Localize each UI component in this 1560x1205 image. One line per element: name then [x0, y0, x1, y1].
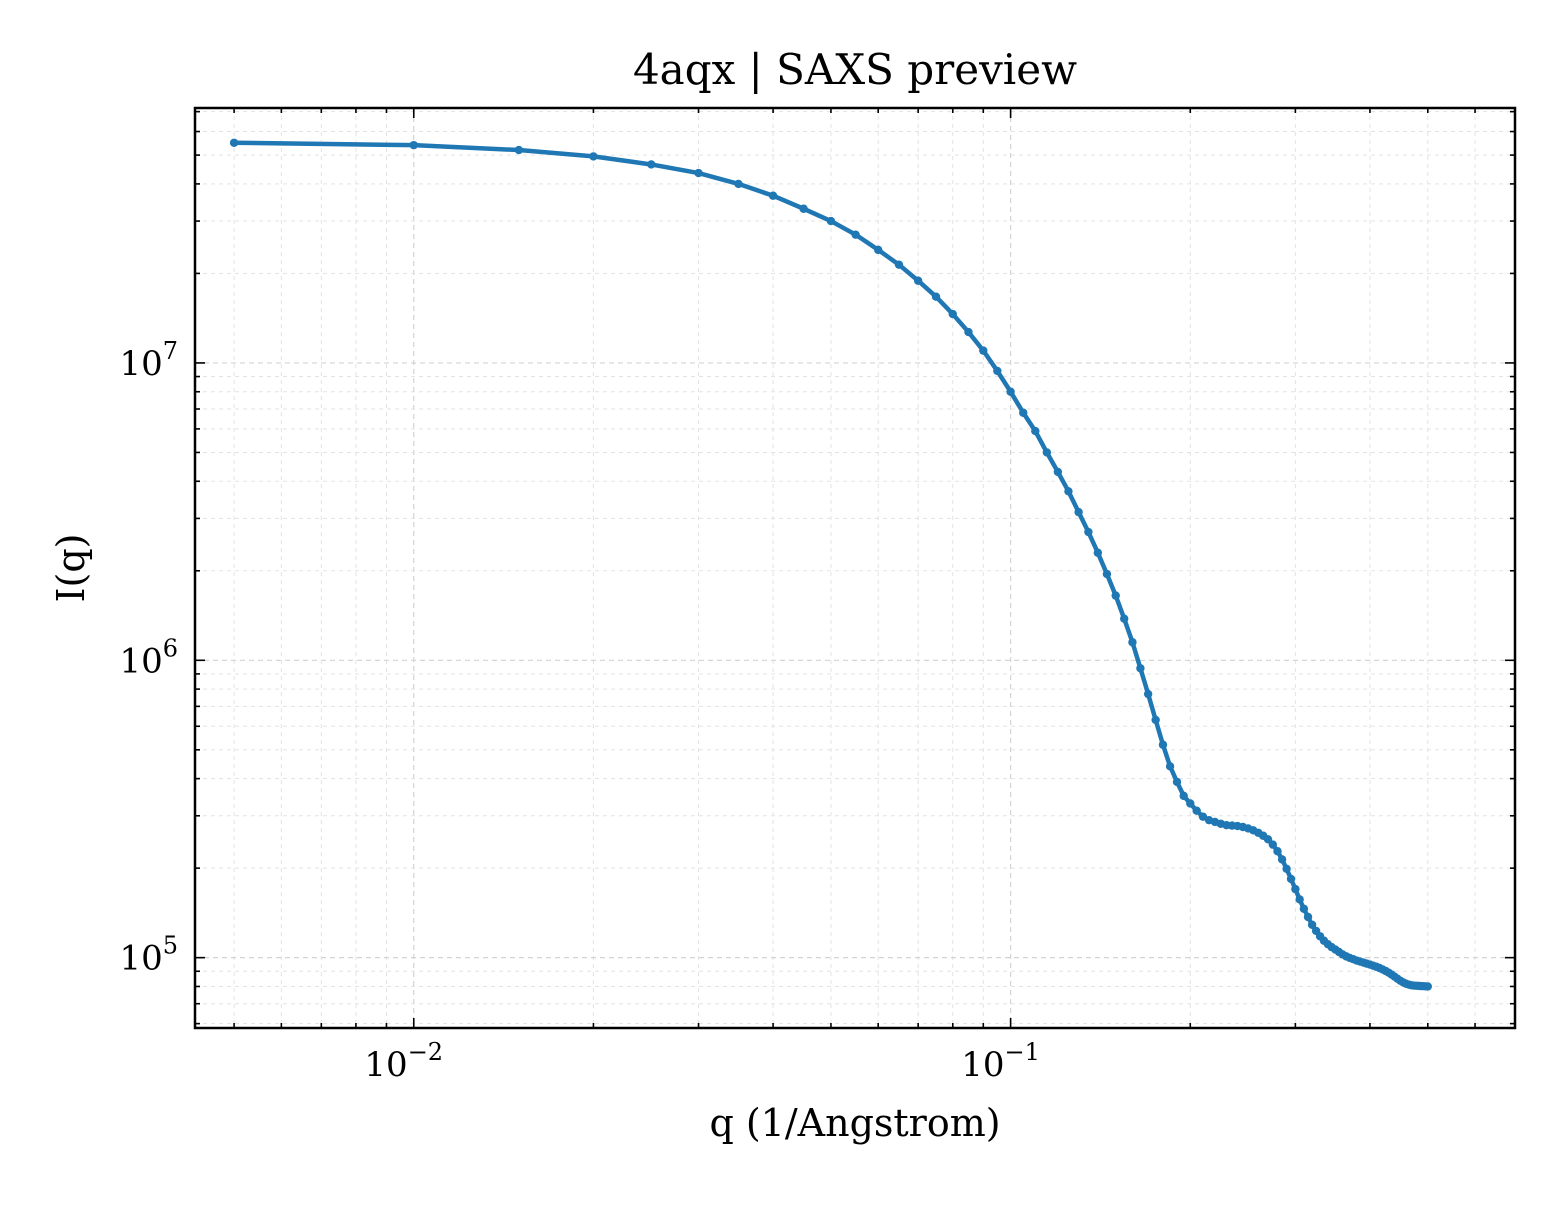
data-point [589, 152, 598, 161]
data-point [1268, 840, 1278, 849]
data-point [1084, 527, 1093, 537]
data-point [1186, 799, 1195, 808]
data-point [1282, 864, 1291, 873]
data-point [1093, 548, 1103, 557]
data-point [1291, 884, 1300, 894]
data-point [948, 309, 957, 319]
data-point [1158, 740, 1168, 749]
data-point [1074, 507, 1083, 517]
plot-area [229, 138, 1432, 991]
data-point [1128, 638, 1137, 647]
data-point [1165, 762, 1175, 771]
axis-ticks: 10−2 10−1 105 106 107 [119, 108, 1515, 1085]
data-point [826, 216, 836, 226]
data-point [1042, 448, 1052, 457]
data-point [1299, 904, 1309, 913]
data-point [1423, 982, 1432, 991]
data-point [1286, 874, 1296, 884]
data-point [851, 230, 860, 239]
data-point [1198, 812, 1208, 821]
data-point [1172, 777, 1182, 787]
data-point [1151, 715, 1160, 725]
x-axis-label: q (1/Angstrom) [709, 1101, 1000, 1145]
data-point [1120, 614, 1129, 623]
data-point [913, 276, 923, 285]
data-point [1111, 591, 1120, 600]
data-point [1273, 847, 1282, 856]
chart-title: 4aqx | SAXS preview [633, 45, 1077, 94]
data-point [1019, 408, 1028, 417]
data-point [734, 179, 743, 189]
data-point [931, 292, 941, 301]
data-point [1064, 487, 1073, 496]
data-point [1179, 791, 1188, 801]
x-tick-label: 10−1 [961, 1038, 1040, 1085]
data-point [694, 168, 703, 178]
y-tick-label: 105 [119, 932, 178, 979]
data-point [1192, 806, 1201, 815]
data-point [964, 327, 973, 337]
data-point [768, 191, 778, 200]
grid-lines [195, 108, 1515, 1028]
data-point [409, 140, 418, 150]
data-point [1143, 689, 1153, 699]
y-tick-label: 107 [119, 337, 178, 384]
y-tick-label: 106 [119, 634, 178, 681]
data-point [1277, 855, 1287, 864]
data-point [514, 145, 524, 155]
data-point [1295, 895, 1304, 904]
data-point [1303, 912, 1313, 922]
data-point [1136, 664, 1145, 673]
x-tick-label: 10−2 [364, 1038, 443, 1085]
data-point [1031, 426, 1040, 436]
data-point [1006, 387, 1015, 396]
data-point [799, 204, 808, 213]
data-point [993, 366, 1002, 376]
data-point [979, 346, 988, 355]
data-point [1307, 920, 1317, 929]
plot-frame [193, 106, 1517, 1030]
data-point [874, 245, 883, 255]
data-point [647, 160, 656, 169]
data-point [894, 260, 904, 269]
data-point [229, 138, 239, 147]
y-axis-label: I(q) [49, 534, 93, 603]
data-point [1053, 467, 1063, 477]
data-point [1102, 569, 1112, 579]
